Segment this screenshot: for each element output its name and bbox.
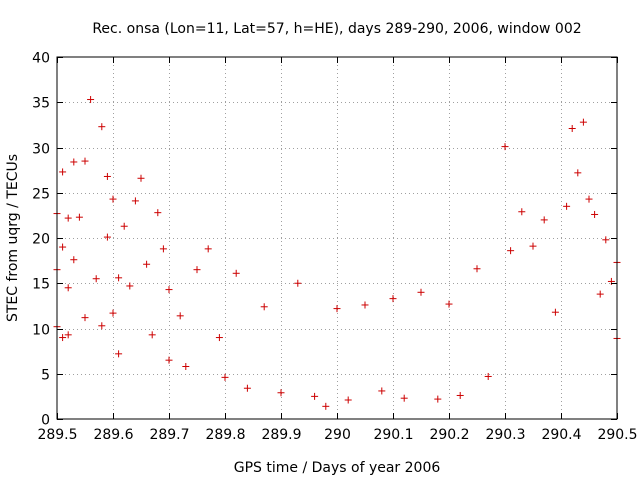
x-tick-label: 290.2	[429, 427, 469, 443]
x-tick-label: 290.4	[541, 427, 581, 443]
data-point	[333, 305, 341, 313]
y-tick-label: 35	[32, 96, 50, 112]
data-point	[75, 213, 83, 221]
data-point	[115, 274, 123, 282]
x-tick-label: 290.1	[373, 427, 413, 443]
data-point	[456, 391, 464, 399]
data-point	[120, 222, 128, 230]
data-point	[87, 96, 95, 104]
data-point	[602, 236, 610, 244]
x-tick-label: 289.8	[205, 427, 245, 443]
data-point	[64, 331, 72, 339]
grid-lines	[57, 57, 617, 419]
data-point	[70, 256, 78, 264]
data-point	[204, 245, 212, 253]
x-tick-label: 289.6	[93, 427, 133, 443]
data-points	[53, 96, 621, 410]
data-point	[361, 301, 369, 309]
data-point	[70, 158, 78, 166]
data-point	[103, 172, 111, 180]
data-point	[400, 394, 408, 402]
data-point	[109, 195, 117, 203]
data-point	[389, 295, 397, 303]
data-point	[193, 266, 201, 274]
data-point	[445, 300, 453, 308]
data-point	[277, 389, 285, 397]
y-tick-label: 0	[41, 413, 50, 429]
data-point	[154, 209, 162, 217]
data-point	[551, 308, 559, 316]
data-point	[81, 314, 89, 322]
data-point	[165, 286, 173, 294]
y-tick-label: 40	[32, 51, 50, 67]
data-point	[103, 233, 111, 241]
data-point	[176, 312, 184, 320]
data-point	[568, 124, 576, 132]
data-point	[159, 245, 167, 253]
chart-title: Rec. onsa (Lon=11, Lat=57, h=HE), days 2…	[92, 21, 581, 37]
data-point	[232, 269, 240, 277]
data-point	[215, 334, 223, 342]
data-point	[182, 363, 190, 371]
data-point	[131, 197, 139, 205]
y-tick-label: 5	[41, 368, 50, 384]
data-point	[579, 118, 587, 126]
data-point	[59, 243, 67, 251]
x-tick-label: 289.5	[37, 427, 77, 443]
data-point	[378, 387, 386, 395]
x-tick-label: 289.9	[261, 427, 301, 443]
data-point	[585, 195, 593, 203]
x-tick-label: 290.3	[485, 427, 525, 443]
data-point	[473, 265, 481, 273]
data-point	[563, 202, 571, 210]
data-point	[109, 309, 117, 317]
data-point	[115, 350, 123, 358]
y-tick-label: 30	[32, 142, 50, 158]
data-point	[59, 334, 67, 342]
data-point	[417, 288, 425, 296]
data-point	[484, 372, 492, 380]
data-point	[591, 210, 599, 218]
data-point	[243, 384, 251, 392]
data-point	[126, 282, 134, 290]
data-point	[518, 208, 526, 216]
y-tick-label: 15	[32, 277, 50, 293]
data-point	[98, 322, 106, 330]
data-point	[574, 169, 582, 177]
x-tick-label: 290.5	[597, 427, 637, 443]
y-tick-label: 20	[32, 232, 50, 248]
x-axis-label: GPS time / Days of year 2006	[234, 460, 441, 476]
y-tick-label: 10	[32, 323, 50, 339]
data-point	[98, 123, 106, 131]
y-tick-label: 25	[32, 187, 50, 203]
data-point	[221, 373, 229, 381]
data-point	[322, 402, 330, 410]
data-point	[501, 143, 509, 151]
data-point	[143, 260, 151, 268]
data-point	[596, 290, 604, 298]
y-axis-label: STEC from uqrg / TECUs	[5, 154, 21, 322]
data-point	[434, 395, 442, 403]
data-point	[92, 275, 100, 283]
axis-ticks: 289.5 289.6 289.7 289.8 289.9 290 290.1 290.2 29…	[32, 51, 637, 444]
data-point	[260, 303, 268, 311]
data-point	[165, 356, 173, 364]
data-point	[529, 242, 537, 250]
data-point	[507, 247, 515, 255]
data-point	[137, 174, 145, 182]
data-point	[311, 392, 319, 400]
x-tick-label: 290	[324, 427, 351, 443]
data-point	[59, 168, 67, 176]
data-point	[148, 331, 156, 339]
x-tick-label: 289.7	[149, 427, 189, 443]
data-point	[540, 216, 548, 224]
data-point	[64, 284, 72, 292]
data-point	[344, 396, 352, 404]
data-point	[64, 214, 72, 222]
data-point	[81, 157, 89, 165]
data-point	[294, 279, 302, 287]
